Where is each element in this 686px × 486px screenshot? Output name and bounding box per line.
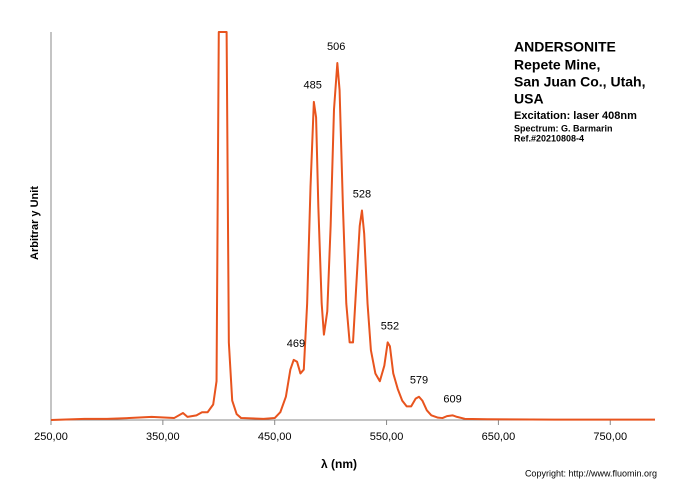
subtitle: USA [514,91,544,107]
y-axis-label: Arbitrar y Unit [29,186,41,260]
subtitle: San Juan Co., Utah, [514,74,645,90]
x-tick-label: 750,00 [593,431,627,443]
peak-label: 506 [327,41,345,53]
subtitle: Repete Mine, [514,57,600,73]
excitation: Excitation: laser 408nm [514,110,637,122]
peak-label: 528 [353,188,371,200]
x-axis-label: λ (nm) [321,457,357,471]
copyright: Copyright: http://www.fluomin.org [525,468,657,478]
x-tick-label: 650,00 [482,431,516,443]
x-tick-label: 350,00 [146,431,180,443]
peak-label: 579 [410,375,428,387]
peak-label: 485 [304,80,322,92]
peak-label: 609 [443,393,461,405]
x-tick-label: 250,00 [34,431,68,443]
spectrum-by: Spectrum: G. Barmarin [514,123,613,133]
spectrum-line [50,31,655,421]
peak-label: 552 [381,320,399,332]
reference: Ref.#20210808-4 [514,133,584,143]
x-tick-label: 450,00 [258,431,292,443]
peak-label: 469 [287,338,305,350]
chart-title: ANDERSONITE [514,39,616,55]
x-tick-label: 550,00 [370,431,404,443]
